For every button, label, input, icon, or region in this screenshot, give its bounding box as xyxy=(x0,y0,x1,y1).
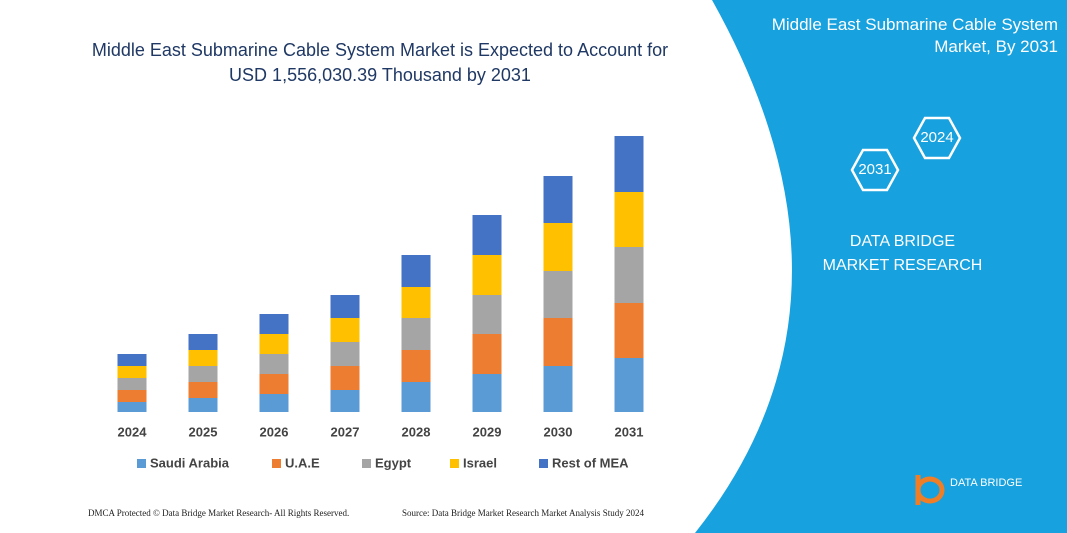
bar-segment xyxy=(330,390,360,412)
bar-segment xyxy=(117,402,147,412)
legend-label: Rest of MEA xyxy=(552,455,629,470)
panel-title: Middle East Submarine Cable System Marke… xyxy=(771,15,1058,56)
x-tick-label: 2029 xyxy=(473,424,502,439)
bar-segment xyxy=(117,366,147,378)
bar-segment xyxy=(330,318,360,342)
bar-segment xyxy=(614,303,644,358)
x-tick-label: 2030 xyxy=(544,424,573,439)
bar-segment xyxy=(188,366,218,382)
bar-segment xyxy=(401,382,431,412)
chart-title: Middle East Submarine Cable System Marke… xyxy=(91,40,669,85)
brand: DATA BRIDGE MARKET RESEARCH xyxy=(822,233,983,274)
footer-left: DMCA Protected © Data Bridge Market Rese… xyxy=(88,508,350,518)
legend-swatch xyxy=(272,459,281,468)
side-panel xyxy=(695,0,1067,533)
bar-segment xyxy=(117,378,147,390)
legend-label: Saudi Arabia xyxy=(150,455,230,470)
legend-swatch xyxy=(450,459,459,468)
logo-text: DATA BRIDGE xyxy=(950,477,1022,489)
bar-segment xyxy=(401,255,431,287)
x-tick-label: 2024 xyxy=(118,424,148,439)
legend-label: U.A.E xyxy=(285,455,320,470)
bar-segment xyxy=(188,398,218,412)
hex-label: 2024 xyxy=(920,129,953,146)
bar-segment xyxy=(543,318,573,366)
bar-segment xyxy=(472,334,502,374)
bar-segment xyxy=(543,271,573,318)
legend-swatch xyxy=(137,459,146,468)
footer-right: Source: Data Bridge Market Research Mark… xyxy=(402,508,644,518)
bar-segment xyxy=(259,334,289,354)
x-tick-label: 2025 xyxy=(189,424,218,439)
bar-segment xyxy=(259,374,289,394)
bar-segment xyxy=(117,354,147,366)
x-tick-label: 2031 xyxy=(615,424,644,439)
bar-segment xyxy=(401,287,431,318)
legend-swatch xyxy=(362,459,371,468)
bar-segment xyxy=(543,176,573,223)
bar-segment xyxy=(188,382,218,398)
x-tick-label: 2027 xyxy=(331,424,360,439)
logo-mark xyxy=(915,475,945,505)
bar-segment xyxy=(330,342,360,366)
bar-segment xyxy=(614,247,644,303)
bar-segment xyxy=(330,366,360,390)
bar-segment xyxy=(543,223,573,271)
bar-segment xyxy=(259,354,289,374)
legend-swatch xyxy=(539,459,548,468)
bar-segment xyxy=(117,390,147,402)
bar-segment xyxy=(543,366,573,412)
hexagon xyxy=(850,148,900,192)
bar-segment xyxy=(259,394,289,412)
bar-segment xyxy=(472,374,502,412)
x-tick-label: 2028 xyxy=(402,424,431,439)
legend-label: Israel xyxy=(463,455,497,470)
bar-segment xyxy=(401,318,431,350)
bar-segment xyxy=(259,314,289,334)
bar-segment xyxy=(472,215,502,255)
hexagon xyxy=(912,116,962,160)
hex-label: 2031 xyxy=(858,161,891,178)
bar-segment xyxy=(472,255,502,295)
bar-segment xyxy=(330,295,360,318)
bar-segment xyxy=(401,350,431,382)
bar-segment xyxy=(614,358,644,412)
bar-segment xyxy=(188,334,218,350)
bar-segment xyxy=(188,350,218,366)
bar-segment xyxy=(614,192,644,247)
bar-segment xyxy=(614,136,644,192)
x-tick-label: 2026 xyxy=(260,424,289,439)
legend-label: Egypt xyxy=(375,455,412,470)
bar-segment xyxy=(472,295,502,334)
